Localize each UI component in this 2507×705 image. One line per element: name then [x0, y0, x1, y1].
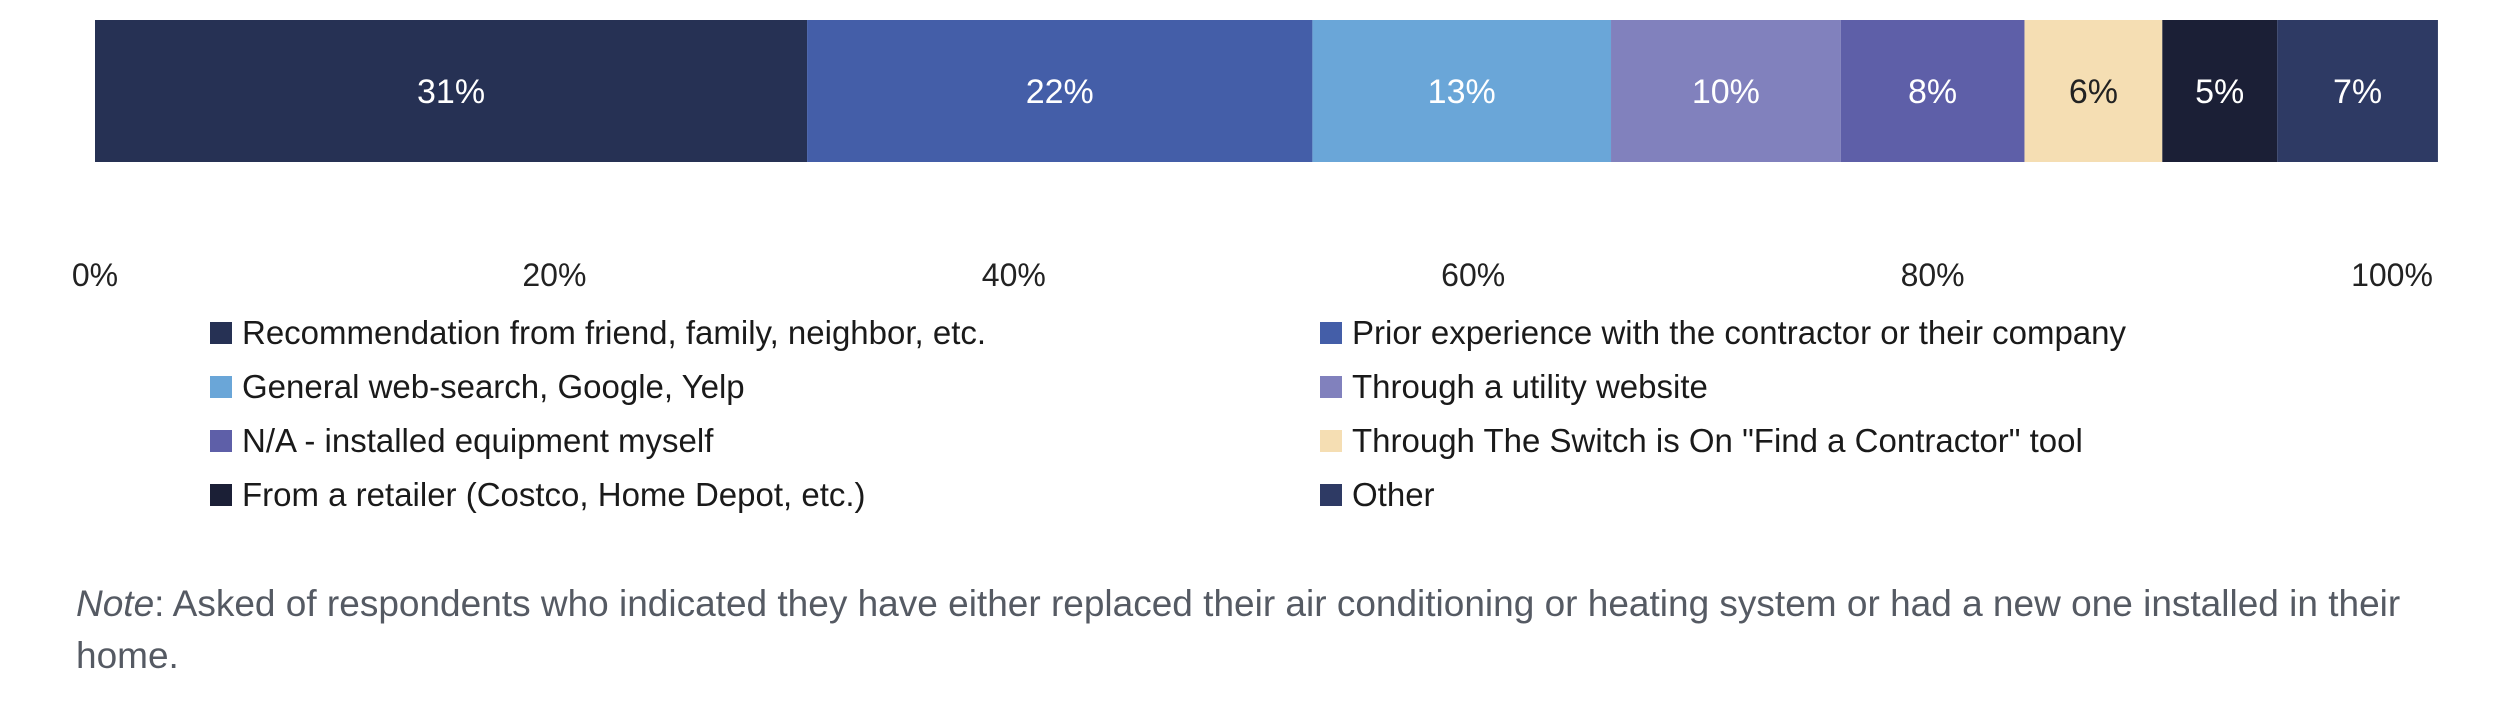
legend-label: Prior experience with the contractor or …: [1352, 314, 2127, 351]
legend-item-5: N/A - installed equipment myself: [210, 414, 1320, 468]
legend-item-6: Through The Switch is On "Find a Contrac…: [1320, 414, 2430, 468]
x-tick-label-2: 40%: [982, 257, 1046, 293]
legend: Recommendation from friend, family, neig…: [210, 306, 2460, 522]
legend-label: Recommendation from friend, family, neig…: [242, 314, 987, 351]
legend-swatch: [210, 484, 232, 506]
bar-data-label-7: 5%: [2195, 73, 2244, 111]
legend-label: From a retailer (Costco, Home Depot, etc…: [242, 476, 866, 513]
x-tick-label-5: 100%: [2351, 257, 2433, 293]
stacked-bar-chart: 31% 22% 13% 10% 8% 6% 5% 7% 0% 20% 40% 60% 80% 100%: [72, 20, 2438, 293]
x-axis-ticks: 0% 20% 40% 60% 80% 100%: [72, 257, 2433, 293]
x-tick-label-3: 60%: [1441, 257, 1505, 293]
bar-data-label-2: 22%: [1026, 73, 1094, 111]
bar-segment-8: [2277, 20, 2438, 162]
note-text: : Asked of respondents who indicated the…: [76, 583, 2401, 676]
legend-item-3: General web-search, Google, Yelp: [210, 360, 1320, 414]
legend-item-2: Prior experience with the contractor or …: [1320, 306, 2430, 360]
note-label: Note: [76, 583, 155, 624]
bar-segment-4: [1611, 20, 1841, 162]
legend-swatch: [1320, 376, 1342, 398]
x-tick-label-1: 20%: [522, 257, 586, 293]
chart-note: Note: Asked of respondents who indicated…: [76, 578, 2466, 682]
bar-segment-5: [1840, 20, 2025, 162]
legend-swatch: [210, 376, 232, 398]
legend-label: N/A - installed equipment myself: [242, 422, 714, 459]
bar-data-label-5: 8%: [1908, 73, 1957, 111]
legend-item-7: From a retailer (Costco, Home Depot, etc…: [210, 468, 1320, 522]
bar-segment-2: [807, 20, 1313, 162]
bar-segment-7: [2162, 20, 2278, 162]
legend-item-4: Through a utility website: [1320, 360, 2430, 414]
legend-label: Through a utility website: [1352, 368, 1708, 405]
legend-swatch: [1320, 430, 1342, 452]
x-tick-label-0: 0%: [72, 257, 118, 293]
legend-swatch: [210, 322, 232, 344]
bar-segment-6: [2024, 20, 2163, 162]
bar-data-label-1: 31%: [417, 73, 485, 111]
bar-group: 31% 22% 13% 10% 8% 6% 5% 7%: [95, 20, 2438, 162]
bar-data-label-4: 10%: [1692, 73, 1760, 111]
bar-segment-3: [1312, 20, 1612, 162]
legend-item-1: Recommendation from friend, family, neig…: [210, 306, 1320, 360]
legend-swatch: [1320, 484, 1342, 506]
legend-label: General web-search, Google, Yelp: [242, 368, 745, 405]
bar-data-label-3: 13%: [1428, 73, 1496, 111]
x-tick-label-4: 80%: [1901, 257, 1965, 293]
bar-segment-1: [95, 20, 808, 162]
legend-label: Other: [1352, 476, 1435, 513]
legend-item-8: Other: [1320, 468, 2430, 522]
legend-swatch: [210, 430, 232, 452]
legend-label: Through The Switch is On "Find a Contrac…: [1352, 422, 2083, 459]
bar-data-label-8: 7%: [2333, 73, 2382, 111]
legend-swatch: [1320, 322, 1342, 344]
bar-data-label-6: 6%: [2069, 73, 2118, 111]
